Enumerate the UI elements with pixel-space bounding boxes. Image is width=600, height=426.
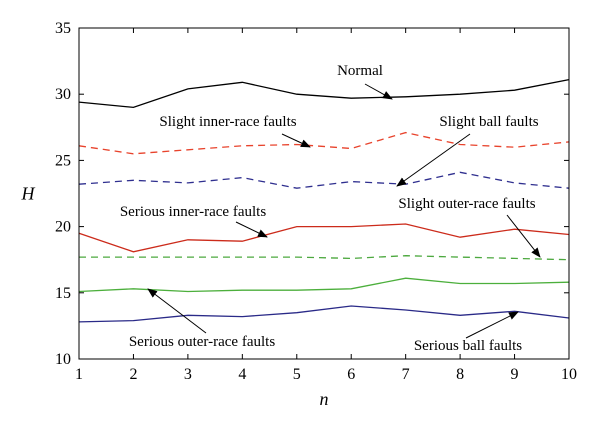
annotation-label: Serious inner-race faults	[120, 204, 266, 220]
y-tick-label: 25	[55, 152, 71, 169]
x-tick-label: 2	[129, 366, 137, 383]
annotation-arrow	[147, 288, 207, 334]
series-layer	[78, 78, 570, 323]
series-line-5	[78, 277, 570, 293]
y-tick-label: 20	[55, 219, 71, 236]
x-tick-label: 5	[293, 366, 301, 383]
annotation-label: Serious outer-race faults	[129, 334, 275, 350]
ticks-layer: 1 2 3 4 5 6 7 8 9 10 10 15 20 25 30 35	[55, 20, 577, 383]
x-tick-label: 7	[402, 366, 410, 383]
x-tick-label: 1	[75, 366, 83, 383]
y-tick-label: 10	[55, 351, 71, 368]
x-tick-label: 3	[184, 366, 192, 383]
annotation-arrow	[506, 214, 541, 258]
annotation-arrow	[396, 133, 471, 187]
annotation-arrow	[235, 221, 268, 238]
annotation-arrow	[364, 83, 393, 100]
y-axis-label: H	[21, 184, 36, 204]
x-tick-label: 10	[561, 366, 577, 383]
annotation-label: Serious ball faults	[414, 338, 522, 354]
series-line-0	[78, 78, 570, 109]
annotation-label: Slight inner-race faults	[159, 114, 296, 130]
annotation-arrow	[465, 311, 519, 339]
annotation-label: Slight outer-race faults	[398, 196, 535, 212]
annotation-label: Normal	[337, 63, 383, 79]
y-tick-label: 35	[55, 20, 71, 37]
x-tick-label: 9	[511, 366, 519, 383]
x-axis-label: n	[320, 389, 329, 409]
annotation-arrow	[281, 133, 311, 148]
annotation-label: Slight ball faults	[439, 114, 538, 130]
plot-frame	[78, 27, 570, 360]
series-line-6	[78, 305, 570, 323]
x-tick-label: 6	[347, 366, 355, 383]
annotations-layer: Normal Slight inner-race faults Slight bal…	[120, 63, 541, 354]
series-line-4	[79, 255, 570, 261]
series-line-1	[78, 131, 570, 155]
y-tick-label: 30	[55, 86, 71, 103]
series-line-2	[78, 171, 570, 189]
x-tick-label: 4	[238, 366, 246, 383]
series-line-3	[78, 223, 570, 253]
y-tick-label: 15	[55, 285, 71, 302]
x-tick-label: 8	[456, 366, 464, 383]
